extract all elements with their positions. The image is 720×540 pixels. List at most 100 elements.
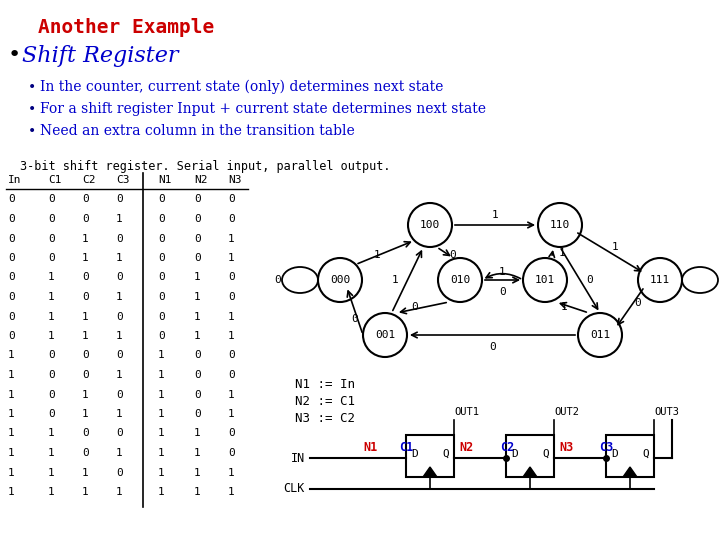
Text: 1: 1 xyxy=(561,302,568,313)
Text: 1: 1 xyxy=(116,370,122,380)
Text: 1: 1 xyxy=(158,409,165,419)
Text: •: • xyxy=(28,102,36,116)
Text: 1: 1 xyxy=(158,429,165,438)
Text: 1: 1 xyxy=(48,312,55,321)
Text: 0: 0 xyxy=(116,468,122,477)
Text: 1: 1 xyxy=(116,214,122,224)
Text: 0: 0 xyxy=(8,194,14,205)
Text: 0: 0 xyxy=(194,233,201,244)
Text: 0: 0 xyxy=(158,292,165,302)
Text: In the counter, current state (only) determines next state: In the counter, current state (only) det… xyxy=(40,80,444,94)
Text: 0: 0 xyxy=(158,194,165,205)
Text: 1: 1 xyxy=(116,331,122,341)
Text: 111: 111 xyxy=(650,275,670,285)
Polygon shape xyxy=(423,467,437,477)
Text: 1: 1 xyxy=(8,468,14,477)
Text: 1: 1 xyxy=(194,429,201,438)
Text: 0: 0 xyxy=(158,253,165,263)
Text: Q: Q xyxy=(442,449,449,459)
Text: D: D xyxy=(611,449,618,459)
Text: 1: 1 xyxy=(492,210,498,220)
Text: 1: 1 xyxy=(82,487,89,497)
Text: 0: 0 xyxy=(158,214,165,224)
Text: 1: 1 xyxy=(158,448,165,458)
Text: 0: 0 xyxy=(116,273,122,282)
Text: OUT2: OUT2 xyxy=(554,407,579,417)
Text: C3: C3 xyxy=(599,441,613,454)
Text: 1: 1 xyxy=(116,292,122,302)
Text: 1: 1 xyxy=(116,487,122,497)
Text: 1: 1 xyxy=(158,389,165,400)
Text: 001: 001 xyxy=(375,330,395,340)
Text: 0: 0 xyxy=(351,314,358,324)
Text: C3: C3 xyxy=(116,175,130,185)
Text: N2 := C1: N2 := C1 xyxy=(295,395,355,408)
Text: •: • xyxy=(8,45,22,65)
Text: C2: C2 xyxy=(500,441,514,454)
Text: 1: 1 xyxy=(8,389,14,400)
Text: 0: 0 xyxy=(82,350,89,361)
Text: 1: 1 xyxy=(158,350,165,361)
Text: 0: 0 xyxy=(228,194,235,205)
Text: 0: 0 xyxy=(194,389,201,400)
Text: 0: 0 xyxy=(634,298,642,307)
Text: 1: 1 xyxy=(228,409,235,419)
Text: 1: 1 xyxy=(48,468,55,477)
Text: 0: 0 xyxy=(82,429,89,438)
Text: 0: 0 xyxy=(411,302,418,313)
Text: 1: 1 xyxy=(228,312,235,321)
Text: 0: 0 xyxy=(449,249,456,260)
Text: 0: 0 xyxy=(48,253,55,263)
Text: 1: 1 xyxy=(228,331,235,341)
Text: N3: N3 xyxy=(228,175,241,185)
Text: 0: 0 xyxy=(158,331,165,341)
Text: D: D xyxy=(511,449,518,459)
Text: 1: 1 xyxy=(228,487,235,497)
Text: 0: 0 xyxy=(158,233,165,244)
Text: Shift Register: Shift Register xyxy=(22,45,179,67)
Text: 0: 0 xyxy=(194,409,201,419)
Text: 1: 1 xyxy=(228,389,235,400)
Text: 1: 1 xyxy=(48,292,55,302)
Text: 0: 0 xyxy=(82,292,89,302)
Text: 0: 0 xyxy=(274,275,282,285)
Polygon shape xyxy=(623,467,637,477)
Text: 1: 1 xyxy=(82,312,89,321)
Text: 0: 0 xyxy=(48,214,55,224)
Text: 1: 1 xyxy=(158,487,165,497)
Text: 011: 011 xyxy=(590,330,610,340)
Text: 0: 0 xyxy=(228,448,235,458)
Text: 1: 1 xyxy=(719,275,720,285)
Text: 3-bit shift register. Serial input, parallel output.: 3-bit shift register. Serial input, para… xyxy=(19,160,390,173)
Text: •: • xyxy=(28,80,36,94)
Text: 1: 1 xyxy=(116,409,122,419)
Text: 1: 1 xyxy=(228,253,235,263)
Text: N3: N3 xyxy=(560,441,574,454)
Text: 1: 1 xyxy=(82,389,89,400)
Text: OUT3: OUT3 xyxy=(654,407,679,417)
Text: 1: 1 xyxy=(8,370,14,380)
Text: 1: 1 xyxy=(116,253,122,263)
Text: C1: C1 xyxy=(399,441,413,454)
Text: N2: N2 xyxy=(194,175,207,185)
Text: •: • xyxy=(28,124,36,138)
Text: 1: 1 xyxy=(82,409,89,419)
Text: 1: 1 xyxy=(194,312,201,321)
Text: N1: N1 xyxy=(363,441,377,454)
Text: 0: 0 xyxy=(499,287,506,297)
Text: 1: 1 xyxy=(228,233,235,244)
Text: N1: N1 xyxy=(158,175,171,185)
Text: 0: 0 xyxy=(194,253,201,263)
Text: 101: 101 xyxy=(535,275,555,285)
Text: 0: 0 xyxy=(158,312,165,321)
Text: 0: 0 xyxy=(8,214,14,224)
Text: 1: 1 xyxy=(82,468,89,477)
Text: 0: 0 xyxy=(158,273,165,282)
Text: 000: 000 xyxy=(330,275,350,285)
Bar xyxy=(606,435,654,477)
Text: 1: 1 xyxy=(559,247,566,258)
Text: 0: 0 xyxy=(228,214,235,224)
Text: CLK: CLK xyxy=(284,483,305,496)
Text: 1: 1 xyxy=(374,249,380,260)
Text: 1: 1 xyxy=(82,253,89,263)
